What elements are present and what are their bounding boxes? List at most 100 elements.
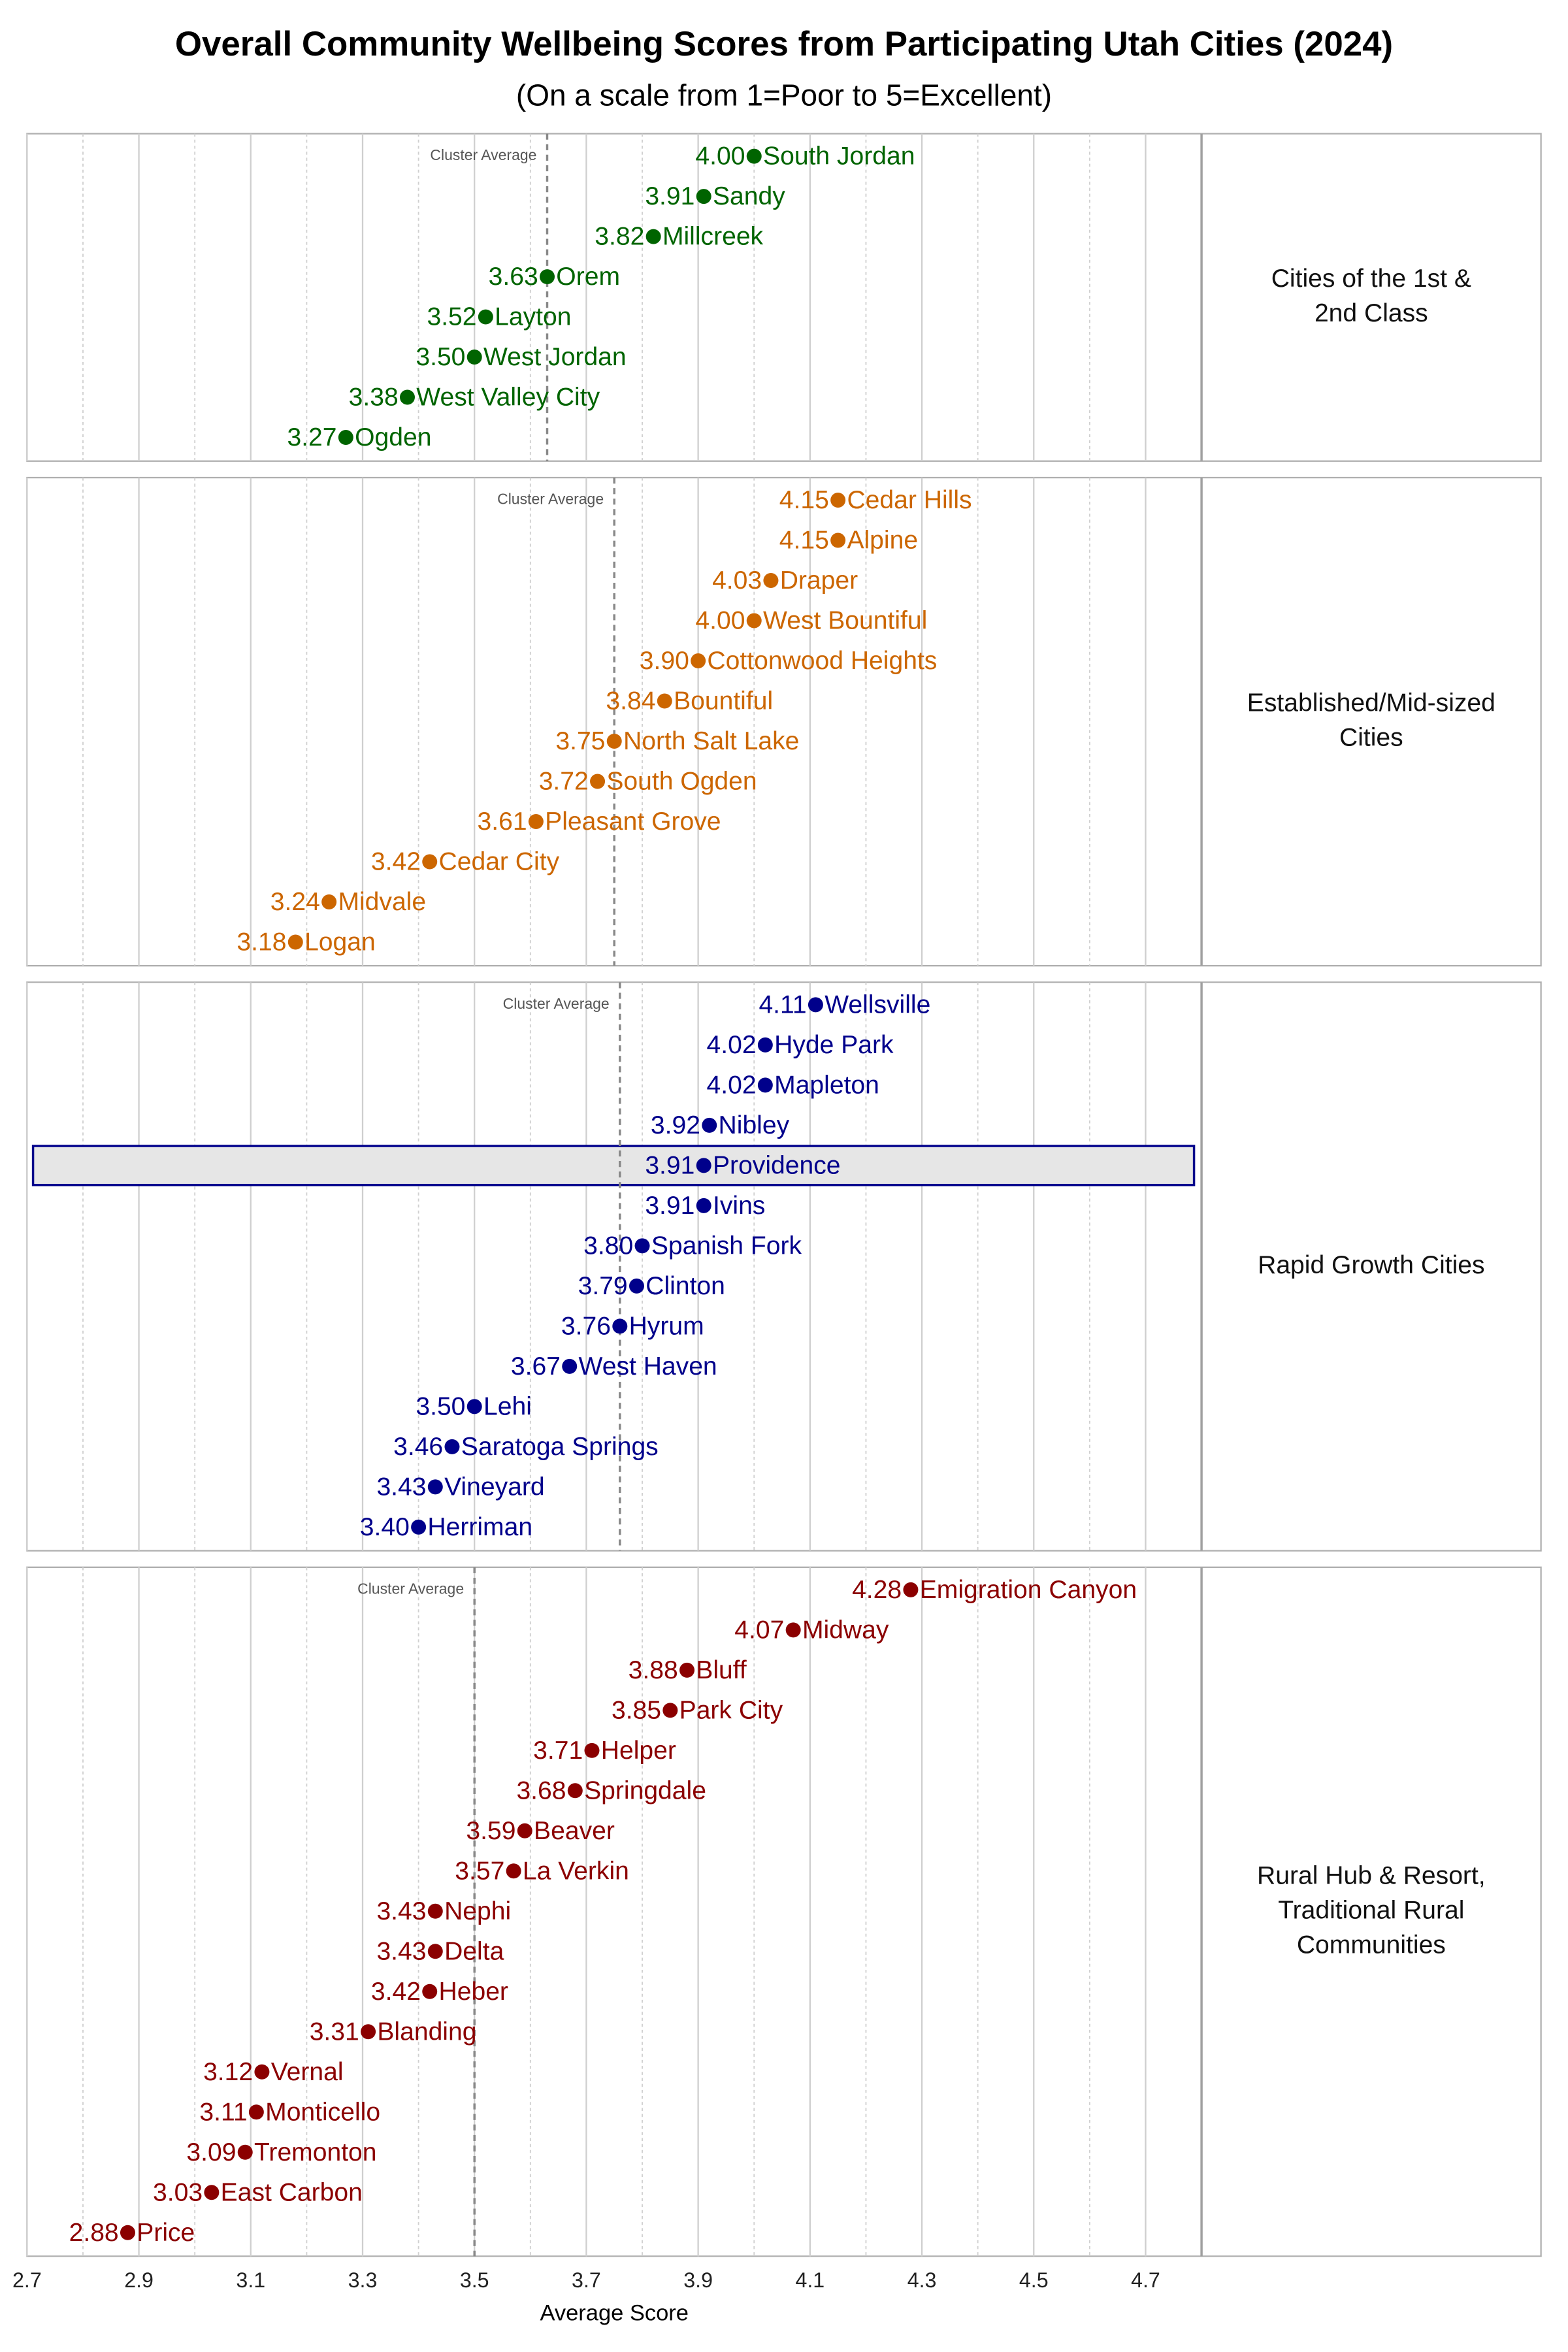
dot [287, 934, 303, 950]
value-label: 3.85 [612, 1696, 661, 1724]
dot [540, 269, 555, 285]
value-label: 3.80 [583, 1232, 633, 1260]
city-label: South Ogden [606, 768, 757, 796]
city-label: East Carbon [221, 2178, 363, 2206]
x-tick-label: 4.5 [1019, 2268, 1049, 2292]
dot [204, 2185, 220, 2200]
dot [361, 2024, 376, 2040]
value-label: 4.03 [712, 566, 762, 595]
panel-label: Cities of the 1st & [1271, 265, 1471, 293]
dot [427, 1944, 443, 1959]
value-label: 3.42 [371, 1978, 421, 2006]
dot [612, 1318, 628, 1334]
value-label: 4.07 [734, 1616, 784, 1644]
value-label: 4.02 [707, 1031, 757, 1059]
city-label: Layton [495, 303, 571, 331]
city-label: Wellsville [825, 991, 930, 1019]
dot [903, 1582, 919, 1597]
city-label: Midvale [338, 888, 426, 916]
city-label: Cedar City [439, 848, 560, 876]
value-label: 3.11 [199, 2098, 247, 2126]
dot [629, 1278, 644, 1294]
cluster-average-label: Cluster Average [503, 995, 610, 1012]
city-label: Helper [601, 1737, 676, 1765]
value-label: 3.03 [153, 2178, 203, 2206]
value-label: 3.79 [578, 1272, 628, 1300]
city-label: Hyrum [629, 1313, 704, 1341]
dot [830, 532, 846, 548]
value-label: 3.90 [640, 647, 689, 675]
value-label: 3.71 [533, 1737, 583, 1765]
dot [662, 1703, 678, 1718]
city-label: Springdale [584, 1776, 706, 1805]
panel-frame [26, 981, 1542, 1552]
dot [645, 229, 661, 244]
city-label: West Haven [579, 1352, 717, 1380]
city-label: Tremonton [254, 2138, 377, 2166]
dot [584, 1742, 600, 1758]
highlight-box [31, 1145, 1196, 1186]
dot [399, 389, 415, 405]
dot [321, 894, 337, 909]
panel-label: Rural Hub & Resort, [1257, 1862, 1486, 1890]
value-label: 3.88 [629, 1656, 678, 1684]
dot [422, 1984, 438, 1999]
dot [763, 573, 779, 588]
city-label: Heber [439, 1978, 508, 2006]
dot [517, 1823, 532, 1838]
value-label: 3.50 [416, 1393, 465, 1421]
value-label: 3.46 [393, 1433, 443, 1461]
city-label: Logan [304, 928, 376, 956]
city-label: Nephi [444, 1897, 511, 1925]
city-label: Alpine [847, 527, 918, 555]
value-label: 3.75 [555, 727, 605, 755]
dot [338, 430, 353, 446]
dot [478, 309, 493, 325]
dot [696, 189, 711, 204]
value-label: 3.82 [595, 223, 644, 251]
value-label: 3.52 [427, 303, 476, 331]
city-label: Clinton [645, 1272, 725, 1300]
dot [830, 493, 846, 508]
value-label: 3.12 [203, 2058, 253, 2086]
value-label: 3.91 [645, 1152, 694, 1180]
value-label: 3.67 [511, 1352, 561, 1380]
city-label: Orem [556, 263, 620, 291]
city-label: Cottonwood Heights [707, 647, 937, 675]
x-tick-label: 4.1 [795, 2268, 825, 2292]
x-tick-label: 3.5 [460, 2268, 489, 2292]
city-label: North Salt Lake [623, 727, 799, 755]
chart-title: Overall Community Wellbeing Scores from … [175, 25, 1393, 63]
city-label: Providence [713, 1152, 841, 1180]
dot [657, 693, 672, 709]
city-label: Bluff [696, 1656, 747, 1684]
dot [466, 350, 482, 365]
city-label: Millcreek [662, 223, 764, 251]
dot [562, 1358, 578, 1374]
city-label: Cedar Hills [847, 486, 972, 514]
city-label: Sandy [713, 182, 785, 210]
value-label: 3.91 [645, 182, 694, 210]
value-label: 3.92 [651, 1111, 700, 1139]
x-tick-label: 3.1 [236, 2268, 265, 2292]
city-label: Vineyard [444, 1473, 545, 1501]
city-label: West Bountiful [763, 607, 927, 635]
dot [567, 1783, 583, 1799]
dot [691, 653, 706, 668]
x-tick-label: 2.9 [124, 2268, 154, 2292]
value-label: 3.40 [360, 1513, 410, 1541]
city-label: Herriman [427, 1513, 532, 1541]
dot [427, 1903, 443, 1919]
value-label: 3.57 [455, 1857, 504, 1885]
city-label: Delta [444, 1937, 504, 1965]
chart-subtitle: (On a scale from 1=Poor to 5=Excellent) [516, 78, 1052, 112]
city-label: South Jordan [763, 142, 915, 171]
city-label: La Verkin [523, 1857, 629, 1885]
value-label: 4.28 [852, 1576, 902, 1604]
city-label: Lehi [483, 1393, 532, 1421]
dot [528, 813, 544, 829]
value-label: 3.38 [349, 384, 399, 412]
value-label: 4.15 [779, 486, 829, 514]
dot [702, 1117, 717, 1133]
